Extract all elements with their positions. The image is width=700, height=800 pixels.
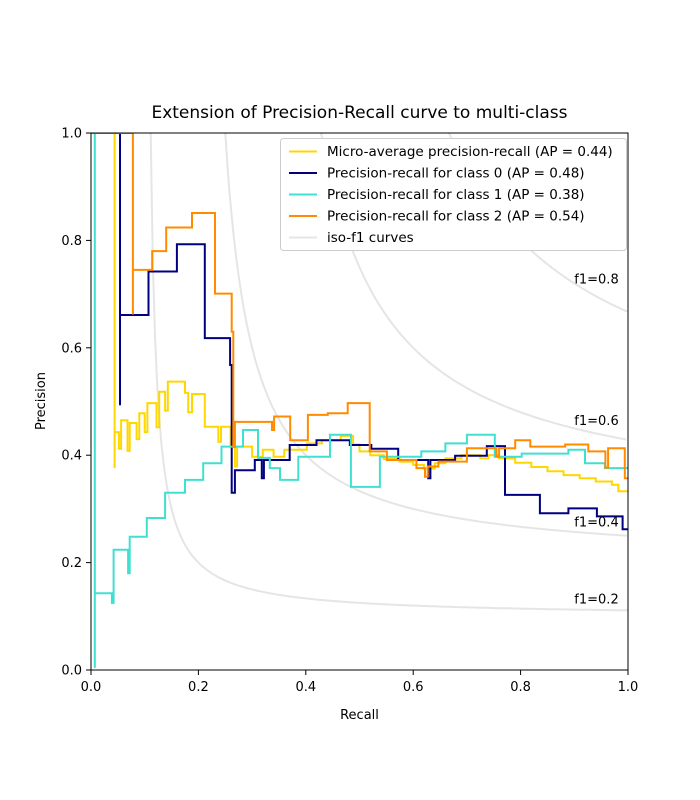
legend-item: Precision-recall for class 1 (AP = 0.38) — [289, 187, 585, 203]
axis-tick-labels: 0.0 0.2 0.4 0.6 0.8 1.0 0.0 0.2 0.4 0.6 0.8 1.0 — [61, 127, 638, 696]
y-tick-label: 1.0 — [61, 127, 82, 142]
legend-box — [280, 138, 627, 251]
legend-label: Precision-recall for class 2 (AP = 0.54) — [327, 209, 585, 225]
x-tick-label: 0.6 — [403, 680, 424, 695]
y-tick-label: 0.6 — [61, 341, 82, 356]
legend-item: Precision-recall for class 0 (AP = 0.48) — [289, 166, 585, 182]
x-tick-label: 0.8 — [510, 680, 531, 695]
figure-title: Extension of Precision-Recall curve to m… — [151, 103, 567, 123]
y-axis-label: Precision — [34, 372, 49, 430]
x-tick-label: 0.4 — [295, 680, 316, 695]
iso-f1-curve — [320, 133, 627, 441]
x-tick-label: 1.0 — [618, 680, 639, 695]
y-tick-label: 0.0 — [61, 664, 82, 679]
legend-item: Precision-recall for class 2 (AP = 0.54) — [289, 209, 585, 225]
curve-class-0 — [91, 133, 628, 531]
legend-label: Precision-recall for class 0 (AP = 0.48) — [327, 166, 585, 182]
pr-curves — [91, 133, 628, 668]
f1-annotations: f1=0.2 f1=0.4 f1=0.6 f1=0.8 — [574, 273, 618, 608]
legend: Micro-average precision-recall (AP = 0.4… — [280, 138, 627, 251]
legend-label: Precision-recall for class 1 (AP = 0.38) — [327, 187, 585, 203]
axis-ticks — [86, 132, 629, 675]
curve-class-2 — [91, 133, 628, 480]
plot-frame — [90, 132, 629, 671]
legend-label: iso-f1 curves — [327, 230, 414, 246]
legend-label: Micro-average precision-recall (AP = 0.4… — [327, 144, 613, 160]
f1-annotation: f1=0.4 — [574, 515, 618, 530]
x-axis-label: Recall — [340, 708, 379, 723]
y-tick-label: 0.2 — [61, 556, 82, 571]
curve-micro-average — [91, 133, 628, 493]
legend-item: iso-f1 curves — [289, 230, 414, 246]
iso-f1-curve — [149, 133, 628, 612]
x-tick-label: 0.0 — [81, 680, 102, 695]
f1-annotation: f1=0.2 — [574, 593, 618, 608]
y-tick-label: 0.8 — [61, 234, 82, 249]
legend-item: Micro-average precision-recall (AP = 0.4… — [289, 144, 613, 160]
y-tick-label: 0.4 — [61, 449, 82, 464]
f1-annotation: f1=0.8 — [574, 273, 618, 288]
f1-annotation: f1=0.6 — [574, 414, 618, 429]
x-tick-label: 0.2 — [188, 680, 209, 695]
curve-class-1 — [91, 133, 628, 668]
